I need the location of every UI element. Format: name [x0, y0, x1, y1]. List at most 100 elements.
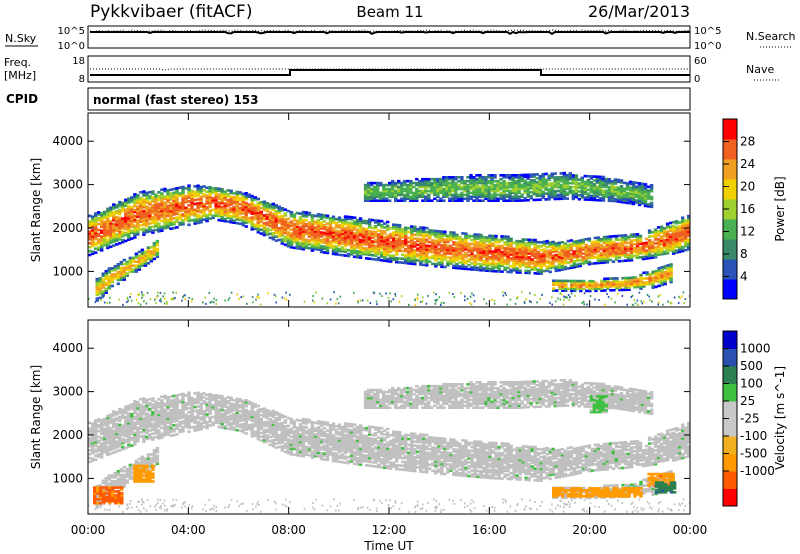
velocity-cell — [127, 429, 131, 433]
power-cell — [455, 251, 459, 254]
power-cell — [497, 270, 501, 273]
power-cell — [169, 204, 173, 207]
power-cell — [119, 268, 123, 272]
power-cell — [315, 291, 317, 294]
power-cell — [595, 189, 600, 192]
power-cell — [358, 228, 363, 232]
power-cell — [394, 183, 398, 187]
power-cell — [610, 189, 615, 193]
power-cell — [88, 222, 92, 225]
power-cell — [503, 250, 507, 254]
power-cell — [277, 219, 281, 222]
power-cell — [388, 195, 392, 199]
power-cell — [466, 193, 470, 197]
power-cell — [642, 283, 646, 286]
power-cell — [512, 255, 516, 258]
power-cell — [469, 197, 473, 201]
velocity-cell — [94, 419, 98, 422]
power-cell — [684, 243, 688, 246]
power-cell — [394, 293, 396, 295]
power-cell — [566, 255, 570, 258]
power-cell — [499, 193, 503, 197]
power-cell — [503, 235, 507, 238]
power-cell — [512, 263, 516, 266]
power-cell — [316, 219, 321, 222]
velocity-cell — [112, 429, 116, 433]
power-cell — [325, 214, 330, 218]
power-cell — [394, 294, 397, 297]
power-cell — [433, 187, 437, 191]
power-cell — [346, 254, 351, 258]
power-cell — [226, 202, 230, 206]
power-cell — [199, 201, 203, 205]
power-cell — [268, 222, 272, 226]
power-cell — [355, 253, 360, 257]
power-cell — [352, 228, 357, 231]
power-cell — [109, 235, 113, 239]
power-cell — [490, 195, 494, 199]
power-cell — [331, 215, 336, 219]
power-cell — [202, 189, 206, 192]
power-cell — [473, 256, 477, 260]
power-cell — [589, 184, 594, 188]
power-cell — [467, 242, 471, 245]
velocity-cell — [91, 443, 95, 447]
power-cell — [535, 173, 539, 176]
power-cell — [454, 176, 458, 179]
power-cell — [235, 196, 239, 200]
power-cell — [624, 284, 628, 288]
power-cell — [337, 249, 342, 253]
power-cell — [406, 185, 410, 189]
velocity-cell — [118, 429, 122, 432]
power-cell — [115, 221, 119, 225]
power-cell — [100, 239, 104, 242]
power-cell — [539, 254, 543, 258]
power-cell — [307, 229, 312, 232]
power-cell — [413, 258, 417, 262]
power-cell — [229, 220, 233, 224]
power-cell — [536, 250, 540, 254]
power-cell — [322, 241, 327, 244]
power-cell — [570, 287, 574, 291]
power-cell — [684, 227, 688, 230]
power-cell — [364, 253, 369, 256]
power-cell — [560, 256, 564, 260]
power-cell — [604, 185, 609, 189]
power-cell — [687, 224, 690, 228]
power-cell — [532, 185, 536, 188]
power-cell — [122, 258, 126, 262]
power-cell — [283, 227, 288, 231]
power-cell — [581, 256, 585, 259]
power-cell — [668, 229, 673, 233]
power-cell — [461, 267, 465, 270]
power-cell — [458, 261, 462, 264]
power-cell — [316, 238, 321, 242]
power-cell — [271, 222, 275, 225]
nsky-panel: N.Sky 10^5 10^0 10^5 10^0 N.Search — [5, 25, 796, 52]
power-cell — [491, 238, 495, 242]
power-cell — [601, 181, 606, 185]
power-cell — [671, 226, 676, 230]
power-cell — [644, 245, 649, 249]
power-cell — [172, 217, 176, 220]
power-cell — [610, 187, 615, 191]
power-cell — [571, 191, 575, 195]
power-cell — [142, 215, 146, 219]
power-cell — [419, 259, 423, 262]
power-cell — [527, 238, 531, 242]
power-cell — [648, 272, 652, 276]
power-cell — [640, 192, 645, 195]
power-cell — [217, 201, 221, 204]
power-cell — [535, 194, 539, 198]
power-cell — [259, 218, 263, 222]
power-cell — [626, 237, 631, 241]
power-cell — [427, 177, 431, 181]
power-cell — [578, 245, 582, 248]
power-cell — [640, 202, 645, 205]
power-cell — [392, 239, 396, 242]
power-cell — [517, 183, 521, 187]
power-cell — [133, 230, 137, 233]
power-cell — [313, 301, 316, 304]
power-cell — [473, 254, 477, 258]
power-cell — [627, 282, 631, 286]
